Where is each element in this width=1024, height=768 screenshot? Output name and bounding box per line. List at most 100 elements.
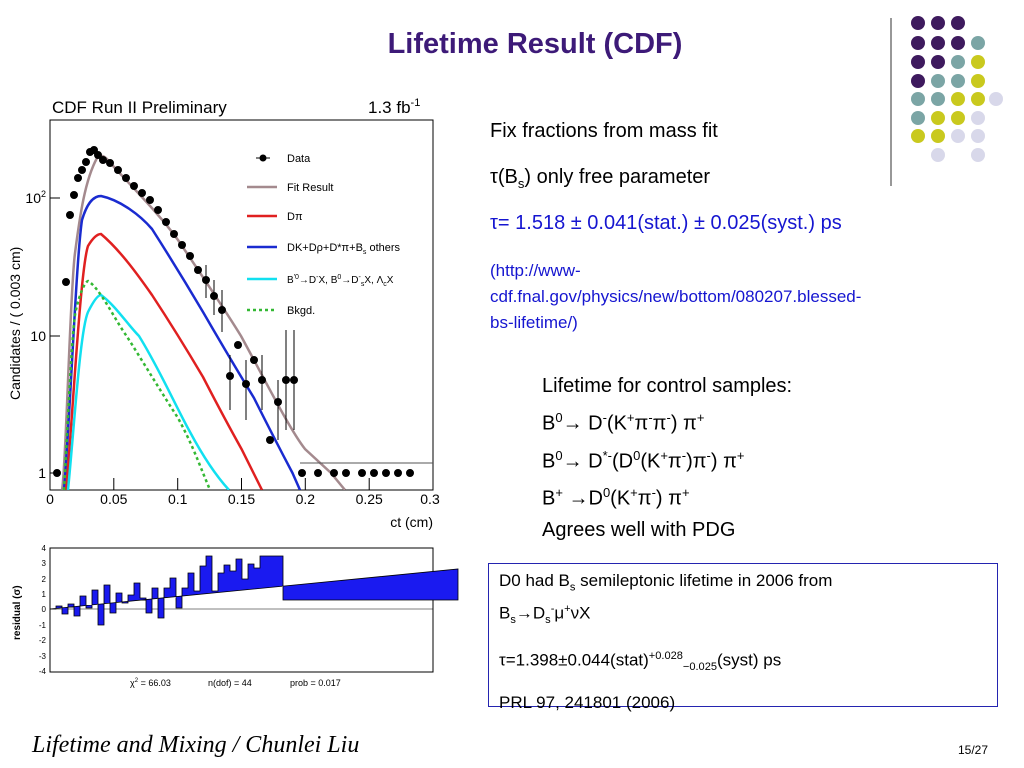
- y-tick-label: 102: [25, 189, 46, 206]
- res-tick-label: -4: [39, 667, 47, 676]
- text-part: -: [316, 274, 319, 281]
- text-part: +: [681, 485, 690, 501]
- text-part: →D: [341, 275, 358, 286]
- text-part: D0 had B: [499, 571, 570, 590]
- text-part: (K: [610, 487, 631, 510]
- text-part: νX: [570, 604, 591, 624]
- dot-grid: [911, 16, 1003, 162]
- text-part: others: [366, 242, 400, 254]
- text-part: -: [666, 410, 671, 425]
- text-part: +: [660, 447, 668, 463]
- component-curve: [62, 279, 212, 490]
- text-part: -: [706, 447, 711, 463]
- note-line: Bs→Ds-μ+νX: [499, 598, 987, 631]
- text-part: -: [359, 274, 362, 281]
- text-part: Dπ: [287, 211, 303, 223]
- fit-curve: [60, 154, 346, 490]
- residual-plot: 4 3 2 1 0 -1 -2 -3 -4 residual (σ) χ2 = …: [12, 544, 459, 688]
- text-part: -: [550, 603, 555, 616]
- y-tick-label: 1: [38, 465, 46, 481]
- lumi-exp: -1: [411, 97, 421, 109]
- text-part: χ: [130, 678, 135, 688]
- res-tick-label: 4: [42, 544, 47, 553]
- res-tick-label: -1: [39, 621, 47, 630]
- text-part: DK+Dρ+D*π+B: [287, 242, 363, 254]
- text-part: →D: [515, 604, 546, 624]
- text-part: B: [542, 450, 556, 473]
- res-tick-label: 1: [42, 590, 47, 599]
- text-part: −0.025: [682, 661, 717, 674]
- text-part: +: [696, 410, 705, 425]
- text-part: +: [630, 485, 638, 501]
- text-part: 0: [602, 485, 611, 501]
- text-part: 0: [555, 410, 563, 425]
- text-part: -: [648, 410, 653, 425]
- text-part: →D: [562, 487, 603, 510]
- text-part: -: [602, 410, 607, 425]
- text-part: -: [651, 485, 656, 501]
- bullet: τ(Bs) only free parameter: [490, 166, 710, 191]
- fit-plot: CDF Run II Preliminary 1.3 fb-1 Data Fit…: [7, 97, 440, 530]
- text-part: τ(B: [490, 166, 518, 188]
- x-tick-label: 0.05: [100, 491, 127, 507]
- text-part: s: [517, 176, 525, 191]
- note-line: PRL 97, 241801 (2006): [499, 693, 676, 713]
- x-tick-label: 0.2: [296, 491, 316, 507]
- legend-label: DK+Dρ+D*π+Bs others: [287, 242, 401, 256]
- text-part: (K: [606, 412, 627, 435]
- data-points: [53, 146, 433, 477]
- text-part: 0: [633, 447, 641, 463]
- text-part: τ=1.398±0.044(stat): [499, 651, 649, 671]
- plot-lumi: 1.3 fb-1: [368, 97, 420, 117]
- text-part: s: [569, 581, 576, 594]
- legend-label: Dπ: [287, 211, 303, 223]
- text-part: c: [383, 281, 387, 288]
- text-part: '0: [294, 274, 299, 281]
- text-part: ) π: [670, 412, 697, 435]
- text-part: s: [363, 249, 367, 256]
- text-part: )π: [686, 450, 707, 473]
- plot-frame: [49, 119, 434, 491]
- text-part: cdf.fnal.gov/physics/new/bottom/080207.b…: [490, 287, 862, 306]
- curves: [60, 154, 346, 490]
- slide-title: Lifetime Result (CDF): [387, 28, 683, 60]
- text-part: s: [545, 614, 551, 627]
- legend-label: B'0→D-X, B0→D-sX, ΛcX: [287, 274, 394, 288]
- text-part: +: [626, 410, 635, 425]
- note-line: τ=1.398±0.044(stat)+0.028−0.025(syst) ps: [499, 645, 987, 678]
- res-stat: χ2 = 66.03: [130, 678, 171, 688]
- link: (http://www-cdf.fnal.gov/physics/new/bot…: [490, 258, 861, 336]
- text-part: (syst) ps: [717, 651, 782, 671]
- bullet: Fix fractions from mass fit: [490, 120, 718, 142]
- x-tick-label: 0.1: [168, 491, 188, 507]
- text-part: 10: [25, 190, 41, 206]
- text-part: semileptonic lifetime in 2006 from: [575, 571, 833, 590]
- text-part: X, Λ: [364, 275, 383, 286]
- text-part: B: [542, 487, 556, 510]
- text-part: Fit Result: [287, 182, 333, 194]
- text-part: B: [287, 275, 294, 286]
- component-curve: [64, 232, 264, 490]
- note-line: D0 had Bs semileptonic lifetime in 2006 …: [499, 570, 987, 598]
- text-part: (http://www-: [490, 261, 581, 280]
- res-stat: prob = 0.017: [290, 678, 341, 688]
- legend-label: Bkgd.: [287, 305, 315, 317]
- text-part: Data: [287, 153, 311, 165]
- text-part: s: [510, 614, 516, 627]
- text-part: π: [667, 450, 682, 473]
- text-part: -: [681, 447, 687, 463]
- y-axis-label: Candidates / ( 0.003 cm): [7, 247, 23, 400]
- text-part: *-: [602, 447, 612, 463]
- text-part: → D: [562, 450, 603, 473]
- text-part: (K: [640, 450, 661, 473]
- y-tick-label: 10: [30, 328, 46, 344]
- component-curve: [66, 293, 230, 490]
- text-part: 0: [555, 447, 563, 463]
- component-curve: [62, 194, 302, 490]
- text-part: = 66.03: [138, 678, 171, 688]
- text-part: s: [361, 281, 365, 288]
- text-part: bs-lifetime/): [490, 313, 578, 332]
- x-tick-label: 0.25: [356, 491, 383, 507]
